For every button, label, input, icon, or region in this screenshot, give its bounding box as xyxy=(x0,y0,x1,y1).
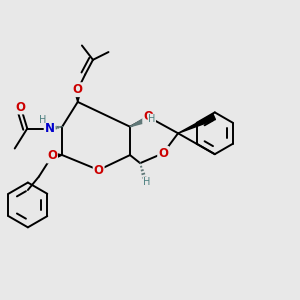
Polygon shape xyxy=(74,90,81,102)
Text: O: O xyxy=(158,147,168,160)
Text: O: O xyxy=(47,149,57,163)
Polygon shape xyxy=(178,114,215,133)
Text: O: O xyxy=(94,164,103,176)
Text: O: O xyxy=(16,100,26,113)
Polygon shape xyxy=(130,117,148,127)
Text: H: H xyxy=(39,115,47,124)
Text: H: H xyxy=(143,177,150,187)
Text: N: N xyxy=(45,122,55,135)
Text: O: O xyxy=(143,110,153,123)
Polygon shape xyxy=(52,152,62,160)
Text: H: H xyxy=(148,114,155,124)
Text: O: O xyxy=(73,83,83,96)
